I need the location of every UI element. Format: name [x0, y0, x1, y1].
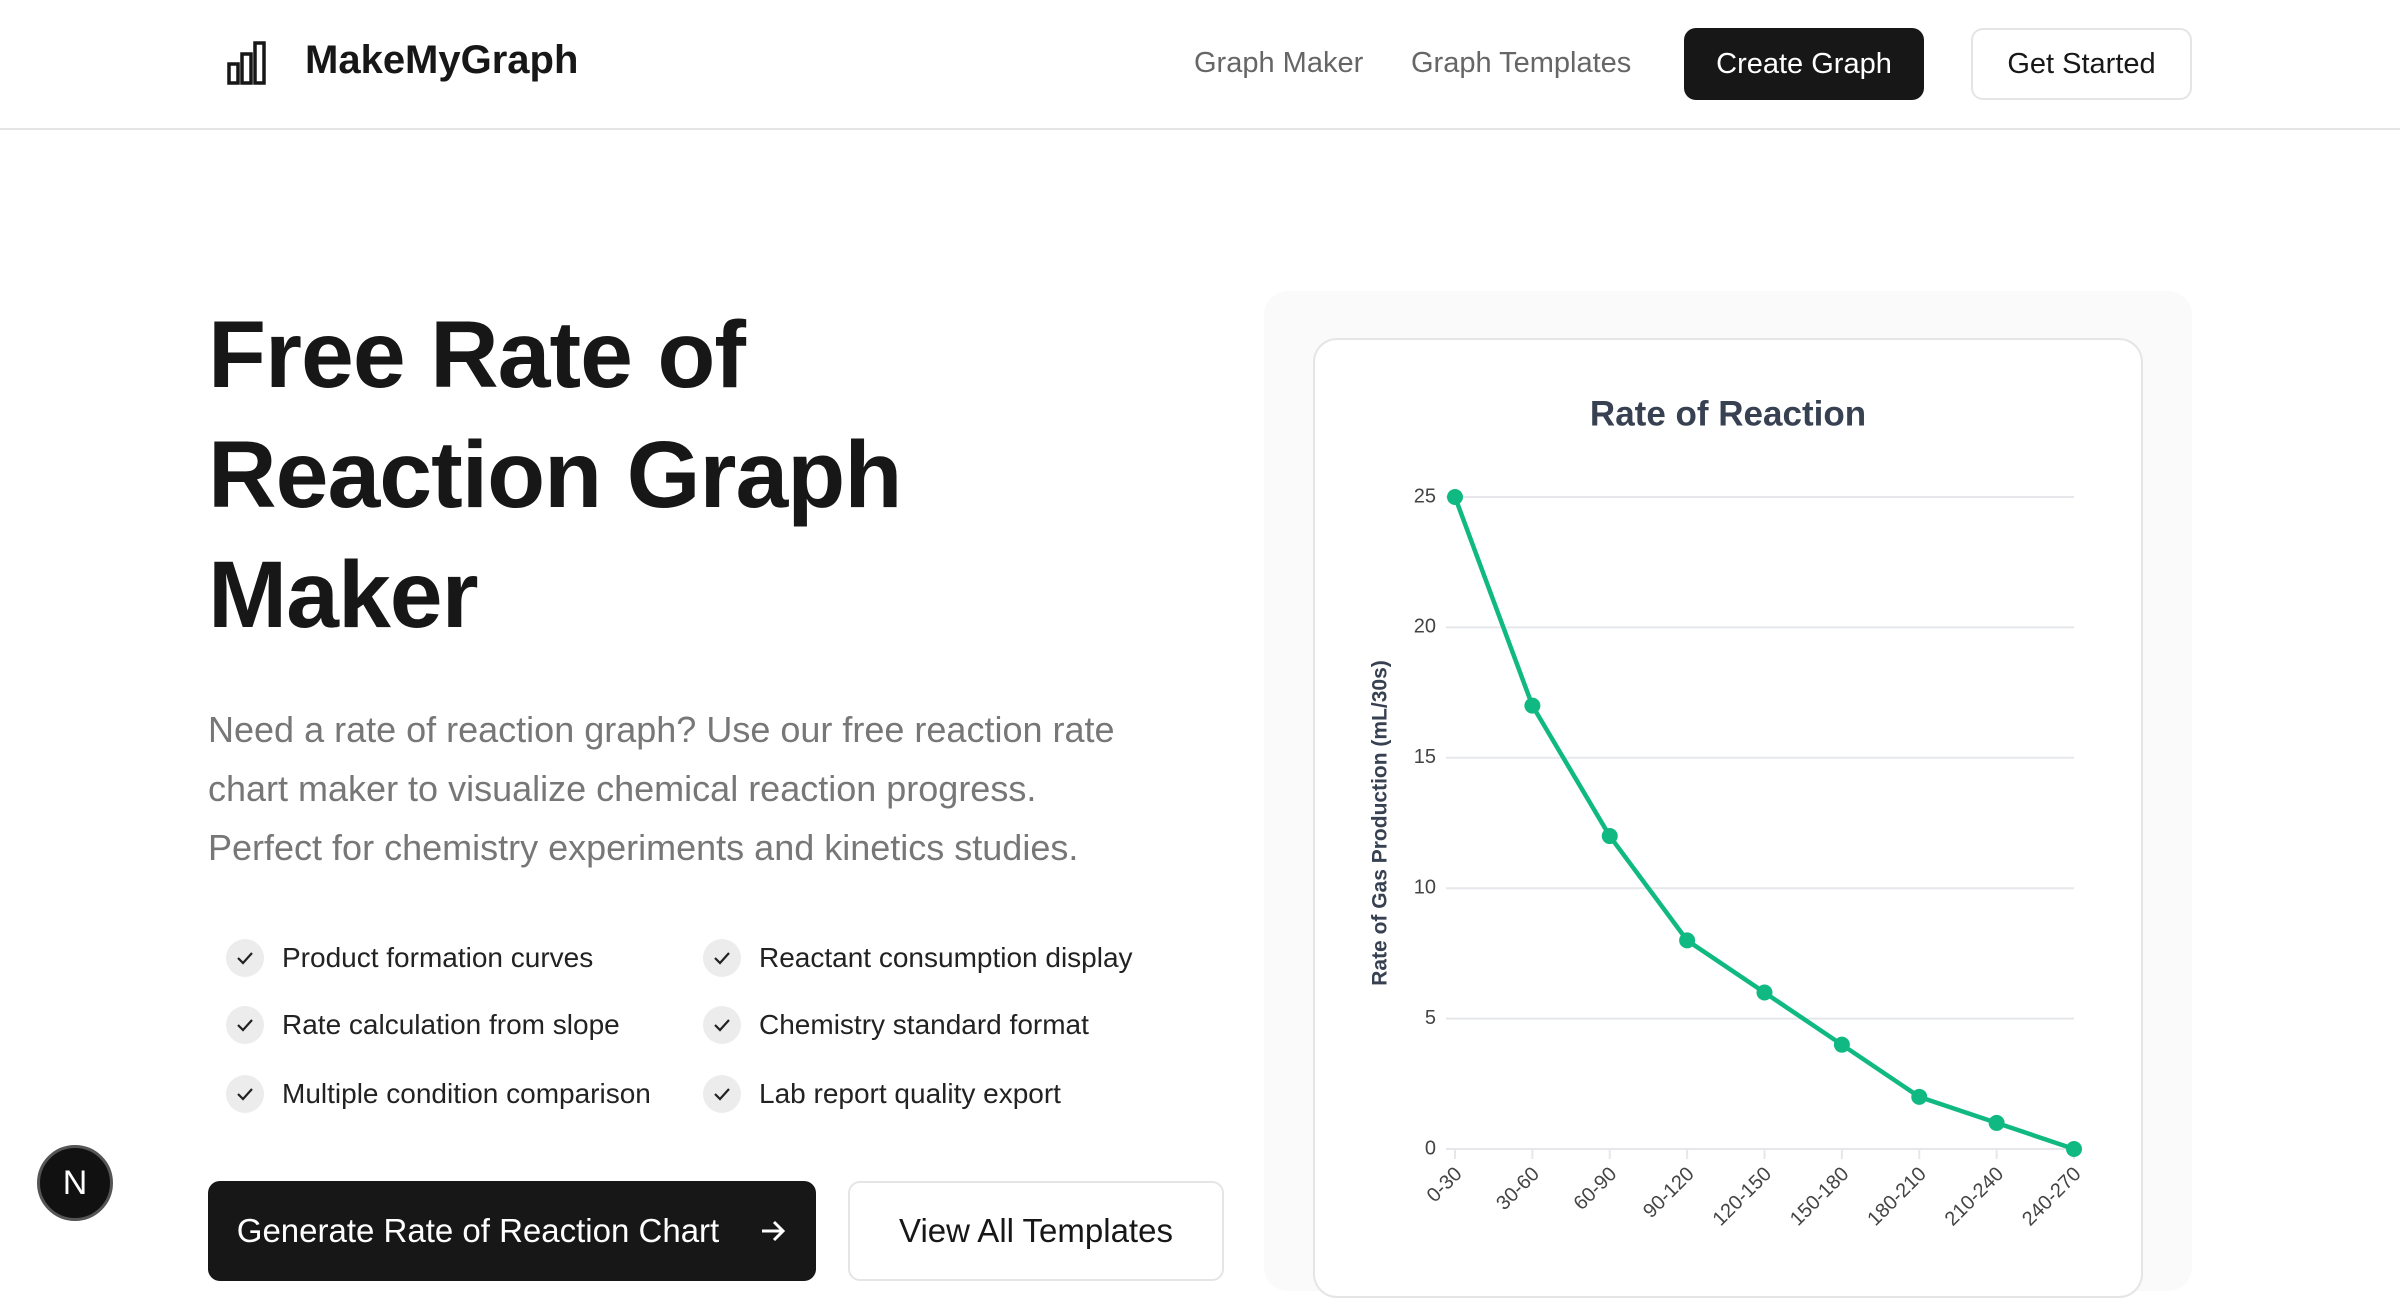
create-button[interactable]: Create Graph: [1684, 28, 1924, 100]
generate-button[interactable]: Generate Rate of Reaction Chart: [208, 1181, 816, 1281]
nav-link[interactable]: Graph Maker: [1194, 47, 1364, 79]
y-tick-label: 0: [1425, 1137, 1436, 1159]
desc-line: chart maker to visualize chemical reacti…: [208, 768, 1037, 809]
chart-title: Rate of Reaction: [1590, 394, 1866, 433]
check-icon: [226, 1006, 264, 1044]
nav-link[interactable]: Graph Templates: [1411, 47, 1632, 79]
check-icon: [703, 939, 741, 977]
check-icon: [703, 1006, 741, 1044]
check-mark: [237, 1019, 253, 1032]
y-tick-label: 5: [1425, 1007, 1436, 1029]
x-tick-label: 0-30: [1423, 1163, 1467, 1207]
feature-text: Reactant consumption display: [759, 942, 1133, 973]
y-tick-label: 15: [1414, 746, 1436, 768]
check-icon: [703, 1075, 741, 1113]
arrow-icon: [762, 1220, 786, 1242]
logo-icon: [227, 41, 266, 85]
check-icon: [226, 939, 264, 977]
check-icon: [226, 1075, 264, 1113]
y-tick-label: 25: [1414, 485, 1436, 507]
feature-text: Chemistry standard format: [759, 1009, 1089, 1040]
title-line: Reaction Graph: [208, 422, 902, 528]
feature: Product formation curves: [226, 939, 593, 977]
data-point: [1988, 1114, 2005, 1131]
check-mark: [237, 952, 253, 965]
navbar: MakeMyGraph Graph Maker Graph Templates …: [0, 0, 2400, 130]
brand[interactable]: MakeMyGraph: [305, 38, 579, 82]
title-line: Free Rate of: [208, 302, 746, 408]
x-tick-label: 90-120: [1639, 1163, 1699, 1223]
templates-button[interactable]: View All Templates: [848, 1181, 1224, 1281]
desc-line: Need a rate of reaction graph? Use our f…: [208, 709, 1115, 750]
data-point: [1679, 932, 1696, 949]
x-tick-label: 30-60: [1492, 1163, 1544, 1215]
feature-text: Product formation curves: [282, 942, 594, 973]
title-line: Maker: [208, 542, 479, 648]
y-tick-label: 20: [1414, 616, 1436, 638]
button-label: Generate Rate of Reaction Chart: [236, 1212, 720, 1249]
check-mark: [237, 1088, 253, 1101]
data-point: [1601, 828, 1618, 845]
feature: Reactant consumption display: [703, 939, 1133, 977]
feature: Rate calculation from slope: [226, 1006, 620, 1044]
check-mark: [714, 1088, 730, 1101]
data-point: [1756, 984, 1773, 1001]
feature-text: Rate calculation from slope: [282, 1009, 620, 1040]
start-button[interactable]: Get Started: [1971, 28, 2192, 100]
data-point: [1524, 697, 1541, 714]
data-point: [1911, 1088, 1928, 1105]
x-tick-label: 240-270: [2018, 1163, 2085, 1230]
chart: Rate of Reaction Rate of Gas Production …: [1369, 394, 2086, 1230]
feature-text: Multiple condition comparison: [282, 1078, 651, 1109]
data-point: [2066, 1141, 2082, 1157]
feature: Lab report quality export: [703, 1075, 1061, 1113]
feature: Multiple condition comparison: [226, 1075, 651, 1113]
data-point: [1447, 489, 1463, 505]
x-tick-label: 210-240: [1941, 1163, 2008, 1230]
hero-description: Need a rate of reaction graph? Use our f…: [208, 700, 1115, 877]
x-tick-label: 180-210: [1863, 1163, 1930, 1230]
y-tick-label: 10: [1414, 876, 1436, 898]
x-tick-label: 60-90: [1570, 1163, 1622, 1215]
feature: Chemistry standard format: [703, 1006, 1089, 1044]
check-mark: [714, 952, 730, 965]
badge[interactable]: N: [37, 1145, 113, 1221]
hero-title: Free Rate of Reaction Graph Maker: [208, 295, 902, 655]
x-tick-label: 150-180: [1786, 1163, 1853, 1230]
x-tick-label: 120-150: [1709, 1163, 1776, 1230]
data-point: [1833, 1036, 1850, 1053]
y-axis-label: Rate of Gas Production (mL/30s): [1369, 660, 1392, 986]
data-line: [1452, 496, 2075, 1152]
desc-line: Perfect for chemistry experiments and ki…: [208, 827, 1079, 868]
feature-text: Lab report quality export: [759, 1078, 1061, 1109]
check-mark: [714, 1019, 730, 1032]
